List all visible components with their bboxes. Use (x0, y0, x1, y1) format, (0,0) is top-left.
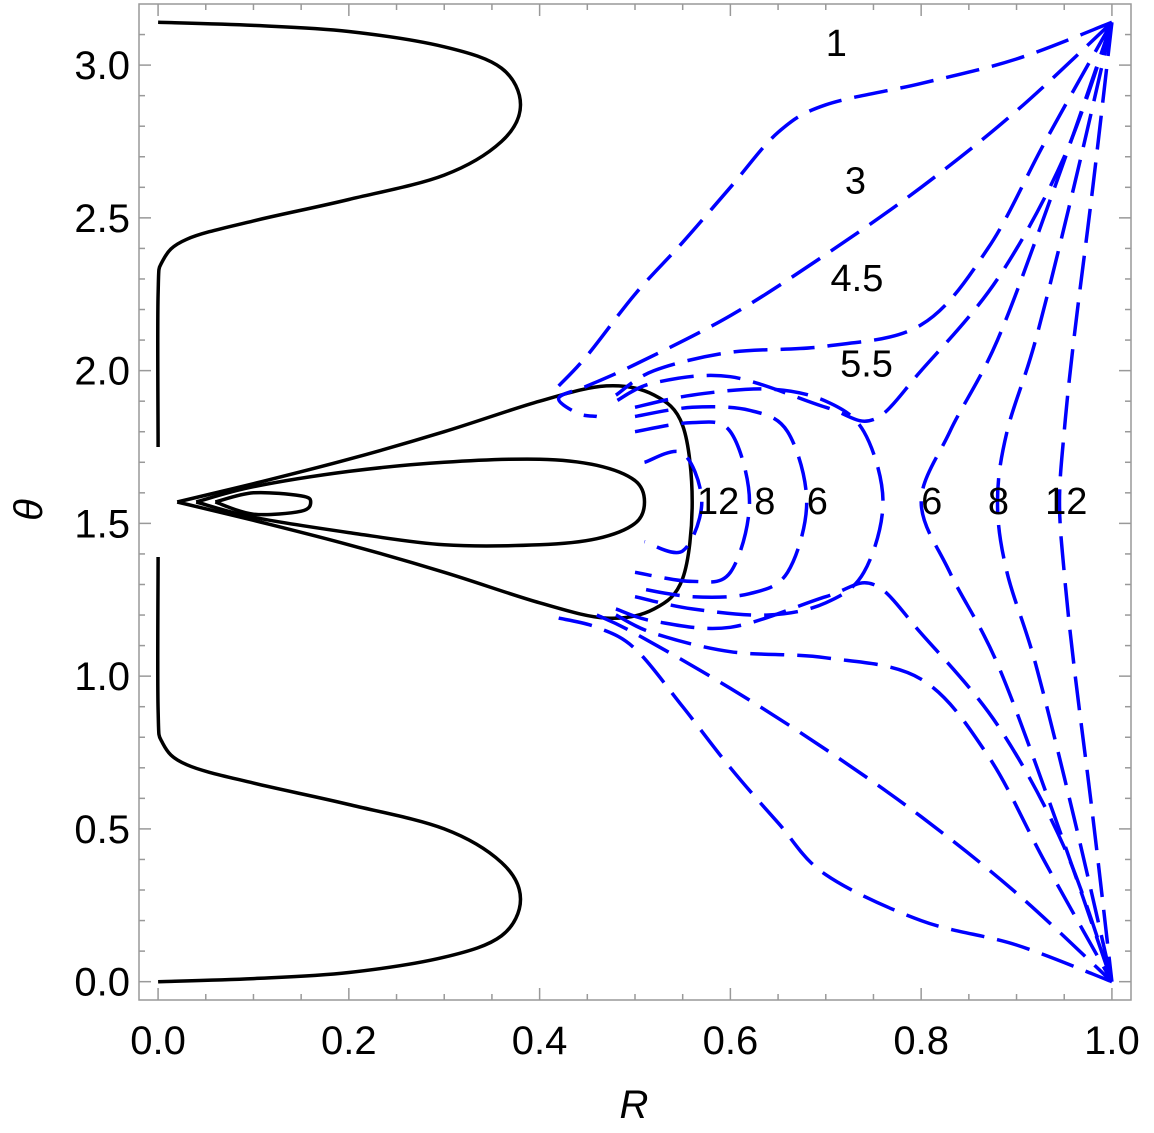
y-tick-label: 0.0 (74, 961, 130, 1005)
x-tick-label: 0.0 (130, 1019, 186, 1063)
contour-label: 6 (921, 481, 942, 523)
contour-label: 6 (807, 481, 828, 523)
x-tick-label: 1.0 (1084, 1019, 1140, 1063)
x-tick-label: 0.4 (512, 1019, 568, 1063)
x-tick-label: 0.2 (321, 1019, 377, 1063)
dashed-contour (1057, 22, 1114, 982)
dashed-contour (919, 21, 1114, 983)
contour-label: 1 (826, 23, 847, 65)
solid-contour (155, 556, 523, 984)
y-tick-label: 2.0 (74, 350, 130, 394)
y-tick-label: 1.0 (74, 655, 130, 699)
axis-ticks (139, 4, 1131, 1000)
solid-curves (155, 20, 694, 984)
y-tick-label: 2.5 (74, 197, 130, 241)
contour-label: 12 (697, 481, 739, 523)
dashed-contour (615, 21, 1114, 423)
x-tick-label: 0.8 (893, 1019, 949, 1063)
contour-label: 5.5 (840, 344, 893, 386)
y-tick-label: 3.0 (74, 44, 130, 88)
solid-contour (176, 383, 694, 621)
dashed-contour (615, 613, 1114, 983)
tick-labels: 0.0 0.2 0.4 0.6 0.8 1.0 0.0 0.5 1.0 1.5 2.0 2.5 3.0 (74, 44, 1139, 1063)
plot-frame (138, 3, 1132, 1001)
dashed-contour (634, 387, 885, 617)
contour-label: 8 (754, 481, 775, 523)
dashed-contour (556, 21, 1114, 419)
dashed-contour (995, 21, 1114, 983)
x-tick-label: 0.6 (703, 1019, 759, 1063)
contour-label: 8 (988, 481, 1009, 523)
curve-labels: 134.55.512 8 6 6 8 12 (697, 23, 1087, 523)
contour-label: 3 (845, 160, 866, 202)
solid-contour (195, 457, 647, 548)
dashed-curves (556, 20, 1114, 984)
solid-contour (155, 20, 523, 448)
dashed-contour (615, 581, 1114, 983)
y-axis-title: θ (7, 499, 51, 521)
x-axis-title: R (620, 1083, 649, 1127)
dashed-contour (558, 616, 1113, 984)
dashed-contour (643, 449, 704, 555)
y-tick-label: 0.5 (74, 808, 130, 852)
dashed-contour (596, 613, 1114, 983)
solid-contour (214, 490, 313, 517)
contour-label: 12 (1045, 481, 1087, 523)
dashed-contour (557, 20, 1113, 388)
plot-area-border (138, 3, 1132, 1001)
dashed-contour (634, 420, 752, 584)
y-tick-label: 1.5 (74, 502, 130, 546)
dashed-contour (634, 405, 809, 599)
contour-label: 4.5 (831, 258, 884, 300)
